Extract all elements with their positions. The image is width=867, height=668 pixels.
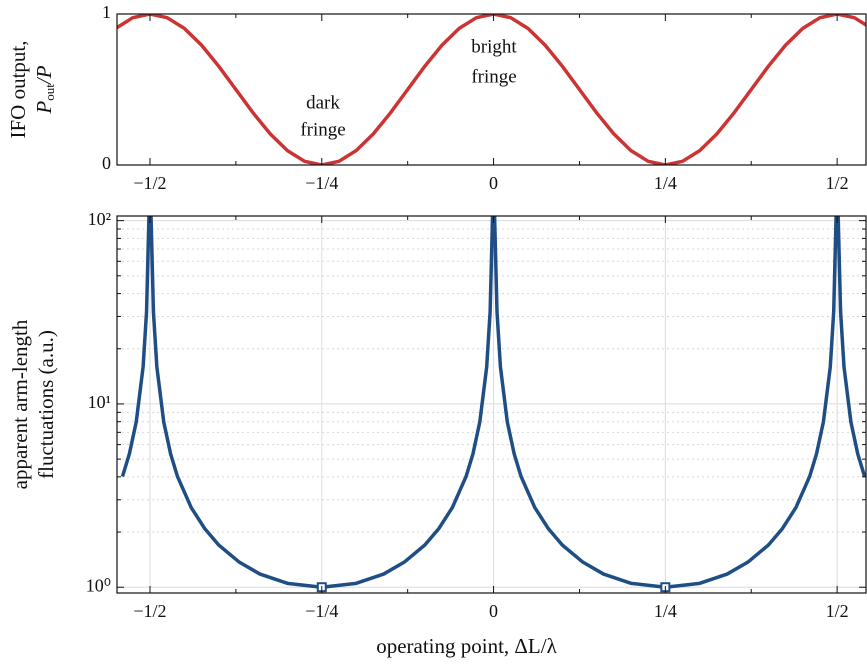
- x-axis-label: operating point, ΔL/λ: [376, 634, 557, 658]
- x-tick-label: −1/4: [305, 601, 338, 621]
- axes-frame: [116, 215, 867, 594]
- curve: [117, 14, 866, 165]
- y-tick-label: 10²: [88, 209, 111, 229]
- y-axis-label-part: out: [42, 84, 57, 101]
- y-axis-label: apparent arm-length: [8, 319, 32, 489]
- y-axis-label: IFO output,: [6, 40, 30, 138]
- y-tick-label: 0: [102, 153, 111, 173]
- y-axis-label: Pout/P: [32, 65, 57, 114]
- annotation: dark: [306, 92, 340, 113]
- x-tick-label: 1/2: [826, 601, 849, 621]
- y-axis-label-part: P: [32, 101, 56, 115]
- axes-frame: [116, 13, 867, 166]
- x-tick-label: 1/4: [654, 601, 677, 621]
- x-tick-label: −1/2: [133, 173, 166, 193]
- curve: [120, 216, 866, 589]
- x-tick-label: 0: [489, 173, 498, 193]
- x-tick-label: 0: [489, 601, 498, 621]
- y-tick-label: 10¹: [88, 392, 111, 412]
- x-tick-label: 1/2: [826, 173, 849, 193]
- x-tick-label: 1/4: [654, 173, 677, 193]
- annotation: fringe: [300, 119, 345, 140]
- y-tick-label: 1: [102, 2, 111, 22]
- x-tick-label: −1/4: [305, 173, 338, 193]
- y-axis-label: fluctuations (a.u.): [34, 330, 58, 479]
- y-tick-label: 10⁰: [86, 575, 111, 595]
- annotation: fringe: [471, 66, 516, 87]
- annotation: bright: [471, 36, 517, 57]
- x-tick-label: −1/2: [133, 601, 166, 621]
- y-axis-label-part: /P: [32, 65, 56, 85]
